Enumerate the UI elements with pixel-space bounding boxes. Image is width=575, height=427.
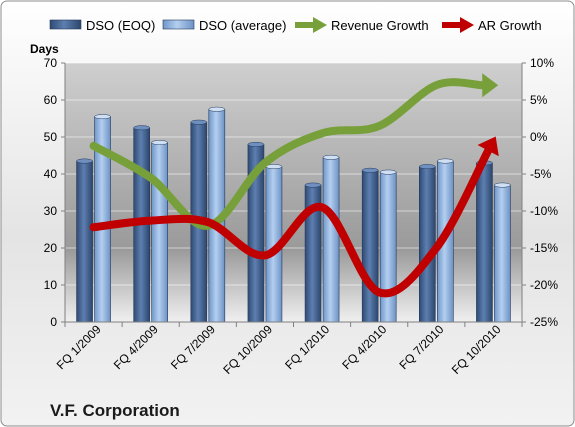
right-tick-label: -15% (530, 241, 558, 255)
bars (76, 106, 511, 323)
legend-swatch-dso-average (162, 19, 195, 30)
bar-top-dso-average (437, 158, 454, 164)
y-axis-title: Days (30, 42, 59, 56)
legend-swatch-dso-eoq (49, 19, 82, 30)
legend-label-dso-average: DSO (average) (199, 18, 286, 33)
left-tick-label: 70 (44, 56, 58, 70)
arrowhead-ar-growth (477, 136, 499, 157)
left-tick-label: 20 (44, 241, 58, 255)
bar-dso-eoq (361, 170, 379, 323)
bar-top-dso-eoq (190, 119, 208, 125)
left-tick-label: 0 (50, 315, 57, 329)
right-tick-label: 5% (530, 93, 548, 107)
bar-dso-average (494, 184, 511, 323)
bar-dso-eoq (476, 162, 493, 323)
bar-top-dso-eoq (133, 125, 150, 131)
left-tick-label: 10 (44, 278, 58, 292)
company-name: V.F. Corporation (50, 401, 180, 420)
right-axis-ticks: 10% 5% 0% -5% -10% -15% -20% -25% (522, 56, 558, 329)
left-tick-label: 30 (44, 204, 58, 218)
line-ar-growth (89, 146, 493, 298)
bar-top-dso-average (379, 169, 397, 175)
growth-lines (89, 73, 499, 298)
legend-label-dso-eoq: DSO (EOQ) (86, 18, 155, 33)
bar-top-dso-average (94, 114, 111, 120)
right-tick-label: 0% (530, 130, 548, 144)
left-tick-label: 60 (44, 93, 58, 107)
right-tick-label: -20% (530, 278, 558, 292)
arrowhead-revenue-growth (482, 73, 499, 98)
bar-top-dso-eoq (76, 158, 93, 164)
right-tick-label: 10% (530, 56, 554, 70)
bar-dso-eoq (419, 166, 436, 323)
bar-top-dso-eoq (419, 164, 436, 170)
bar-dso-eoq (76, 160, 93, 323)
right-tick-label: -10% (530, 204, 558, 218)
bar-top-dso-eoq (247, 141, 265, 147)
legend-label-revenue-growth: Revenue Growth (331, 18, 429, 33)
legend-arrow-revenue-growth (313, 17, 327, 33)
bar-dso-average (151, 142, 168, 323)
left-tick-label: 40 (44, 167, 58, 181)
bar-top-dso-average (208, 106, 226, 112)
bar-top-dso-eoq (361, 167, 379, 173)
left-axis-ticks: 0 10 20 30 40 50 60 70 (44, 56, 65, 329)
legend: DSO (EOQ) DSO (average) Revenue Growth AR G… (49, 17, 542, 33)
bar-top-dso-eoq (304, 182, 322, 188)
legend-arrow-ar-growth (460, 17, 474, 33)
left-tick-label: 50 (44, 130, 58, 144)
bar-top-dso-average (322, 154, 340, 160)
right-tick-label: -5% (530, 167, 552, 181)
bar-top-dso-average (151, 140, 168, 146)
line-revenue-growth (89, 78, 487, 230)
bar-dso-average (379, 171, 397, 323)
bar-dso-average (322, 157, 340, 323)
right-tick-label: -25% (530, 315, 558, 329)
legend-label-ar-growth: AR Growth (478, 18, 542, 33)
bar-top-dso-average (494, 182, 511, 188)
